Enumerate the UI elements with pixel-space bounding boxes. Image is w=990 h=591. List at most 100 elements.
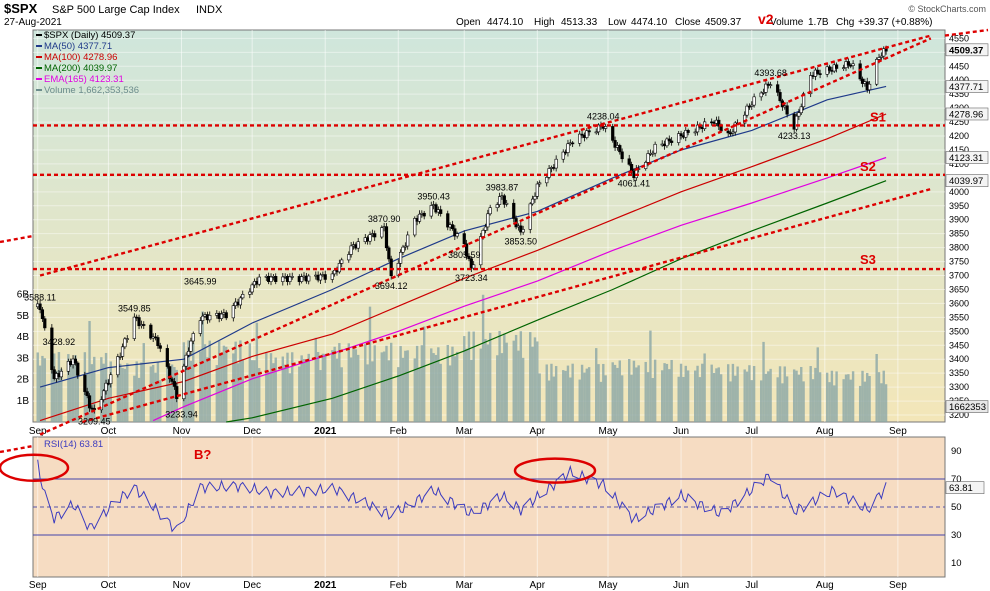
- volume-bar: [404, 350, 407, 422]
- price-point-label: 3694.12: [375, 281, 408, 291]
- candle-body: [439, 209, 443, 214]
- volume-bar: [232, 353, 235, 422]
- volume-bar: [168, 373, 171, 422]
- candle-body: [102, 390, 106, 400]
- rsi-panel: Sep Oct Nov Dec 2021 Feb Mar Apr May Jun Jul Aug Sep…: [0, 436, 985, 591]
- candle-body: [545, 177, 549, 184]
- volume-bar: [302, 358, 306, 422]
- candle-body: [670, 140, 674, 143]
- axis-tag-box: [945, 107, 989, 121]
- volume-bar: [333, 346, 336, 422]
- axis-tag-box: [945, 400, 989, 413]
- candle-body: [547, 168, 551, 178]
- rsi-x-tick-label: Sep: [29, 580, 47, 591]
- y-tick-label: 3350: [949, 368, 969, 378]
- volume-bar: [578, 379, 581, 422]
- volume-bar: [133, 375, 136, 422]
- y-tick-label: 4250: [949, 117, 969, 127]
- open-label: Open: [456, 17, 480, 28]
- volume-bar: [778, 366, 782, 422]
- volume-bar: [644, 361, 647, 422]
- axis-tag-value: 4123.31: [949, 153, 983, 164]
- price-point-label: 3805.59: [448, 250, 481, 260]
- volume-bar: [151, 364, 155, 422]
- watermark: © StockCharts.com: [908, 4, 986, 14]
- candle-body: [879, 55, 883, 58]
- volume-bar: [206, 357, 209, 422]
- volume-tick-label: 1B: [17, 396, 30, 407]
- volume-bar: [547, 380, 551, 422]
- candle-body: [184, 354, 188, 367]
- volume-bar: [41, 355, 44, 422]
- rsi-legend: RSI(14) 63.81: [44, 439, 103, 450]
- volume-bar: [792, 369, 796, 422]
- volume-bar: [281, 356, 284, 422]
- volume-bar: [552, 376, 556, 422]
- volume-bar: [349, 357, 353, 422]
- volume-bar: [632, 360, 636, 422]
- volume-bar: [498, 331, 501, 422]
- candle-body: [330, 273, 334, 280]
- candle-body: [679, 133, 683, 136]
- volume-bar: [118, 363, 122, 422]
- volume-bar: [467, 331, 471, 422]
- low-label: Low: [608, 17, 627, 28]
- candle-body: [842, 67, 846, 69]
- volume-bar: [597, 364, 600, 422]
- volume-bar: [731, 363, 735, 422]
- y-tick-label: 3750: [949, 257, 969, 267]
- volume-bar: [225, 346, 228, 422]
- volume-bar: [352, 347, 355, 422]
- volume-bar: [126, 363, 129, 422]
- chg-label: Chg: [836, 17, 854, 28]
- volume-bar: [825, 372, 829, 422]
- candle-body: [323, 274, 327, 280]
- candle-body: [300, 276, 304, 282]
- volume-bar: [437, 347, 440, 422]
- axis-tag-box: [945, 43, 989, 57]
- x-tick-label: Jun: [673, 426, 689, 437]
- candle-body: [519, 225, 523, 233]
- candle-body: [571, 142, 575, 145]
- rsi-axis-tag-value: 63.81: [949, 483, 973, 494]
- y-tick-label: 3200: [949, 410, 969, 420]
- y-tick-label: 3700: [949, 271, 969, 281]
- rsi-x-tick-label: Mar: [456, 580, 474, 591]
- volume-bar: [354, 349, 358, 422]
- volume-bar: [569, 377, 572, 422]
- volume-bar: [651, 378, 654, 422]
- rsi-line: [37, 459, 887, 533]
- price-point-label: 3983.87: [486, 182, 519, 192]
- volume-bar: [703, 353, 706, 422]
- volume-bar: [809, 366, 812, 422]
- volume-bar: [686, 370, 690, 422]
- candle-body: [618, 145, 622, 153]
- x-tick-label: Apr: [530, 426, 546, 437]
- candle-body: [241, 294, 245, 299]
- price-point-label: 3853.50: [505, 237, 538, 247]
- volume-bar: [759, 380, 763, 422]
- volume-bar: [521, 357, 525, 422]
- trendline: [39, 37, 932, 436]
- volume-bar: [752, 366, 756, 422]
- volume-bar: [844, 374, 848, 422]
- volume-bar: [884, 384, 888, 422]
- candle-body: [867, 83, 872, 91]
- candle-body: [611, 126, 615, 141]
- candle-body: [479, 236, 483, 266]
- price-point-label: 4238.04: [587, 111, 620, 121]
- volume-bar: [100, 357, 103, 422]
- open-value: 4474.10: [487, 17, 524, 28]
- volume-bar: [272, 363, 275, 422]
- volume-bar: [38, 365, 42, 422]
- candle-body: [686, 130, 690, 133]
- candle-body: [422, 212, 426, 217]
- volume-bar: [321, 353, 325, 422]
- candle-body: [168, 366, 172, 380]
- candle-body: [387, 247, 391, 260]
- rsi-x-tick-label: Aug: [816, 580, 834, 591]
- candle-body: [764, 83, 768, 93]
- volume-bar: [239, 340, 242, 422]
- candle-body: [417, 213, 422, 222]
- volume-bar: [116, 374, 120, 422]
